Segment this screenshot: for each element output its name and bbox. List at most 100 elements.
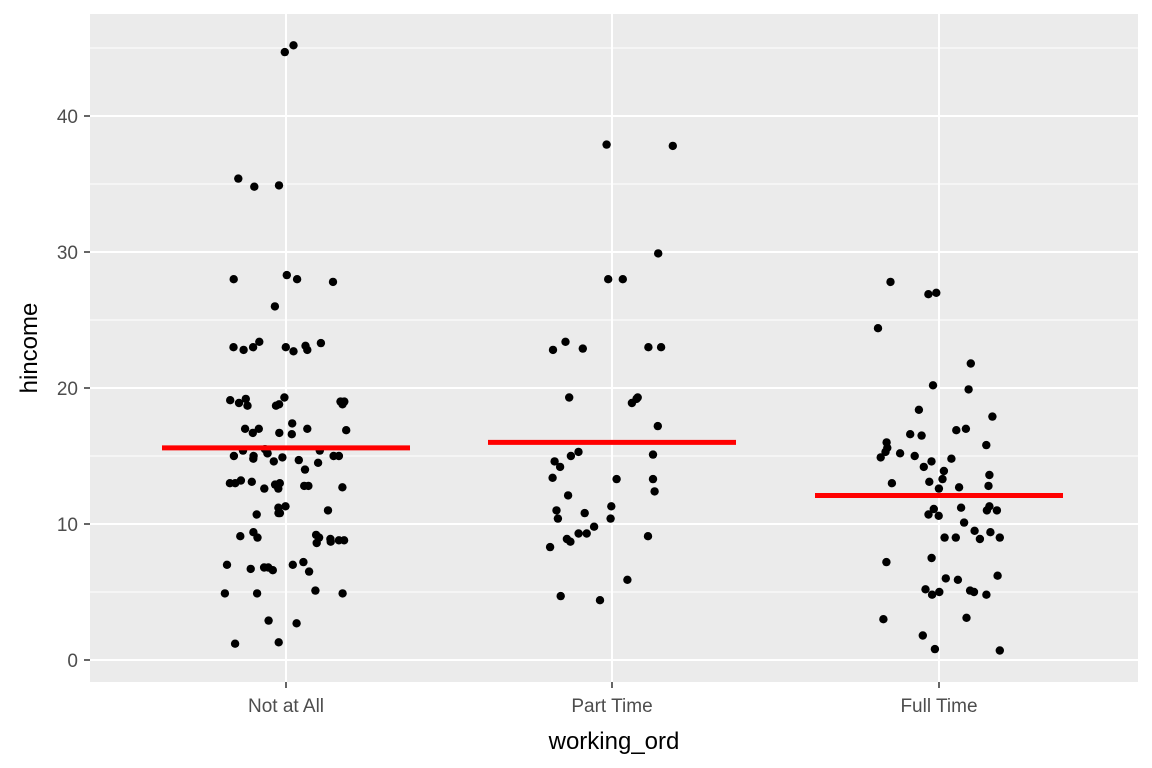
y-tick-label: 20: [57, 379, 78, 400]
data-point: [988, 412, 997, 421]
data-point: [328, 277, 338, 287]
data-point: [225, 479, 235, 488]
data-point: [895, 449, 905, 458]
data-point: [648, 474, 658, 484]
data-point: [935, 587, 944, 597]
data-point: [555, 462, 565, 472]
data-point: [650, 487, 659, 496]
data-point: [326, 537, 335, 546]
data-point: [876, 453, 885, 462]
data-point: [280, 393, 289, 402]
data-point: [253, 533, 262, 542]
data-point: [623, 575, 632, 584]
data-point: [975, 534, 985, 544]
data-point: [934, 511, 943, 520]
data-point: [964, 385, 973, 394]
data-point: [882, 557, 891, 567]
data-point: [985, 470, 994, 480]
data-point: [887, 479, 897, 488]
data-point: [287, 430, 296, 439]
y-tick-label: 30: [57, 243, 78, 264]
data-point: [269, 457, 278, 466]
data-point: [254, 424, 263, 433]
y-axis: 0 10 20 30 40: [57, 107, 90, 672]
y-tick-label: 10: [57, 515, 78, 536]
data-point: [248, 343, 258, 352]
data-point: [917, 431, 926, 440]
data-point: [289, 347, 298, 356]
data-point: [248, 428, 257, 438]
data-point: [921, 585, 930, 594]
data-point: [939, 466, 949, 476]
data-point: [288, 419, 297, 428]
data-point: [241, 394, 250, 404]
data-point: [342, 426, 351, 435]
data-point: [914, 405, 924, 414]
data-point: [959, 518, 969, 527]
data-point: [246, 564, 255, 574]
data-point: [274, 181, 284, 190]
data-point: [653, 421, 662, 431]
data-point: [574, 447, 583, 457]
data-point: [553, 514, 563, 523]
data-point: [654, 249, 663, 258]
data-point: [292, 619, 301, 628]
data-point: [970, 526, 979, 535]
data-point: [240, 424, 250, 433]
data-point: [873, 324, 883, 333]
data-point: [578, 344, 587, 353]
data-point: [274, 484, 283, 493]
data-point: [879, 615, 888, 624]
data-point: [565, 393, 574, 402]
data-point: [954, 483, 964, 492]
data-point: [563, 491, 573, 500]
data-point: [881, 447, 890, 457]
data-point: [271, 401, 281, 410]
data-point: [303, 424, 312, 433]
data-point: [961, 424, 971, 433]
data-point: [548, 345, 558, 355]
data-point: [982, 440, 991, 450]
data-point: [668, 141, 677, 151]
data-point: [927, 553, 936, 563]
data-point: [281, 502, 290, 511]
data-point: [338, 400, 347, 409]
data-point: [300, 465, 310, 474]
data-point: [316, 338, 326, 348]
data-point: [566, 537, 575, 546]
data-point: [264, 616, 273, 625]
data-points: [220, 41, 1004, 655]
data-point: [289, 41, 298, 50]
data-point: [589, 522, 599, 531]
data-point: [288, 560, 297, 569]
data-point: [952, 426, 961, 435]
data-point: [236, 532, 245, 541]
data-point: [313, 458, 323, 467]
data-point: [956, 503, 966, 512]
data-point: [247, 477, 256, 486]
x-tick-label: Not at All: [248, 696, 324, 717]
data-point: [644, 343, 653, 352]
data-point: [886, 277, 895, 287]
data-point: [260, 484, 269, 493]
data-point: [234, 174, 243, 183]
data-point: [992, 506, 1002, 515]
data-point: [303, 345, 312, 355]
data-point: [993, 571, 1002, 580]
data-point: [612, 474, 621, 484]
data-point: [280, 47, 289, 57]
data-point: [648, 450, 658, 459]
data-point: [548, 473, 557, 482]
data-point: [934, 484, 944, 493]
x-axis-title: working_ord: [548, 728, 680, 755]
data-point: [222, 560, 232, 569]
data-point: [252, 589, 262, 598]
data-point: [250, 182, 259, 191]
data-point: [323, 506, 333, 515]
data-point: [281, 343, 290, 352]
data-point: [229, 275, 238, 284]
data-point: [300, 481, 309, 491]
data-point: [556, 591, 565, 601]
data-point: [995, 646, 1004, 655]
